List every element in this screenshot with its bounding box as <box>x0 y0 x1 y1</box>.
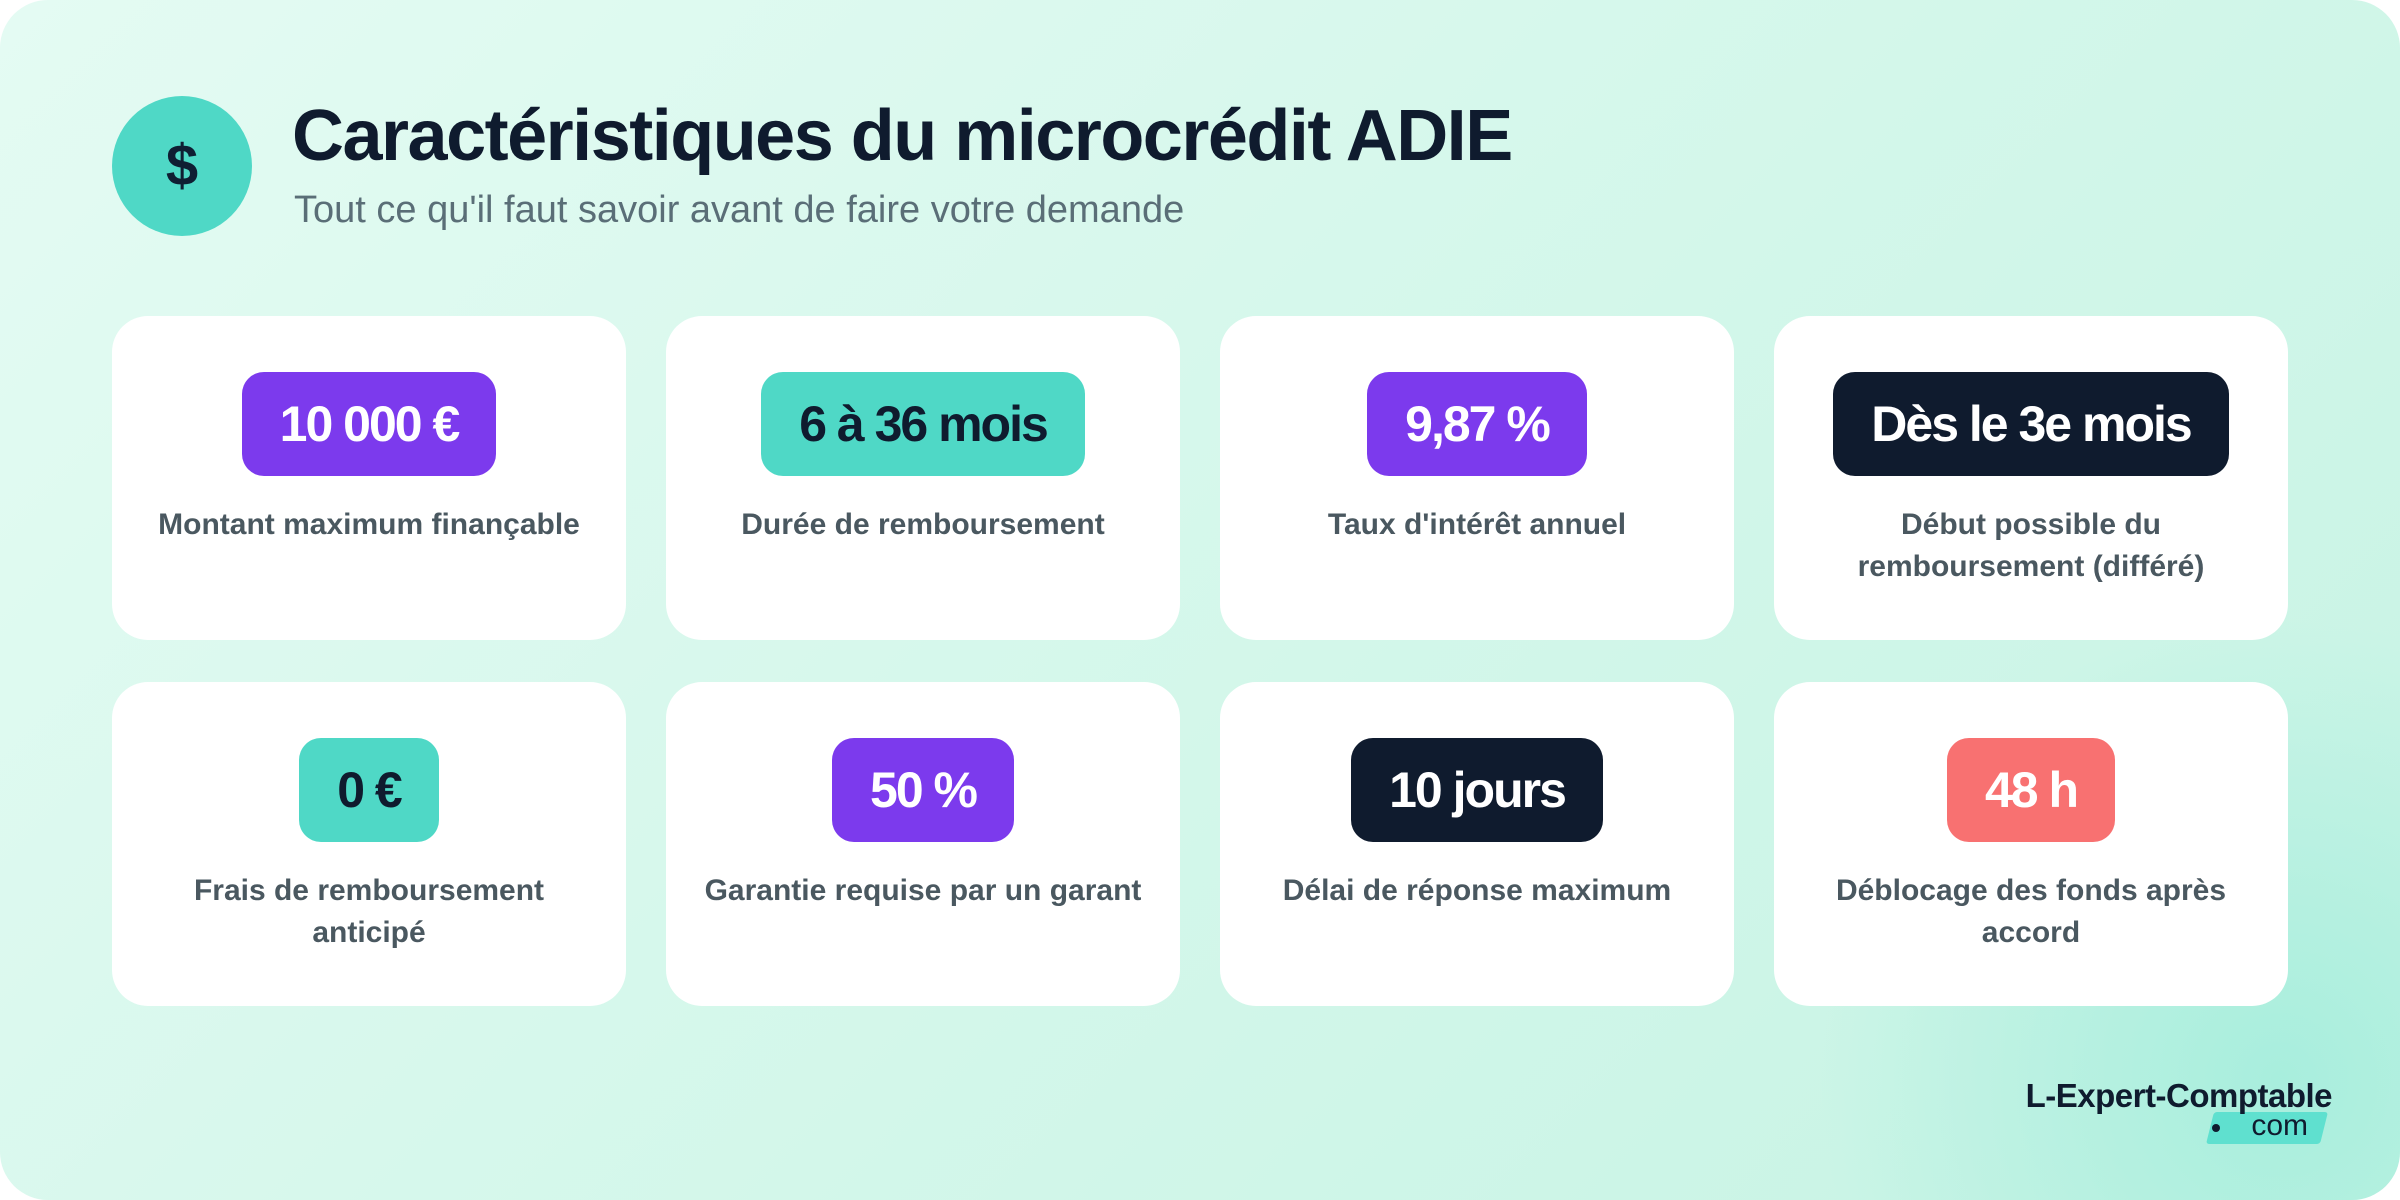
feature-card-early-repayment-fees: 0 € Frais de remboursement anticipé <box>112 682 626 1006</box>
feature-card-deferral: Dès le 3e mois Début possible du rembour… <box>1774 316 2288 640</box>
feature-description: Frais de remboursement anticipé <box>193 874 545 949</box>
brand-suffix: com <box>2251 1109 2308 1142</box>
feature-value-badge: 6 à 36 mois <box>761 372 1085 476</box>
feature-description: Déblocage des fonds après accord <box>1835 874 2227 949</box>
brand-dot-icon <box>2212 1124 2220 1132</box>
feature-card-guarantee: 50 % Garantie requise par un garant <box>666 682 1180 1006</box>
feature-description: Durée de remboursement <box>741 508 1105 541</box>
page-subtitle: Tout ce qu'il faut savoir avant de faire… <box>294 189 1185 231</box>
feature-value-badge: Dès le 3e mois <box>1833 372 2229 476</box>
feature-value-badge: 0 € <box>299 738 439 842</box>
page-title: Caractéristiques du microcrédit ADIE <box>292 96 1513 176</box>
feature-grid: 10 000 € Montant maximum finançable 6 à … <box>112 316 2288 1006</box>
feature-value-badge: 9,87 % <box>1367 372 1587 476</box>
brand-name: L-Expert-Comptable <box>2025 1077 2333 1114</box>
feature-value-badge: 50 % <box>832 738 1014 842</box>
feature-description: Montant maximum finançable <box>158 508 580 541</box>
feature-description: Début possible du remboursement (différé… <box>1857 508 2205 583</box>
dollar-icon: $ <box>112 96 252 236</box>
feature-card-max-amount: 10 000 € Montant maximum finançable <box>112 316 626 640</box>
feature-card-response-time: 10 jours Délai de réponse maximum <box>1220 682 1734 1006</box>
brand-logo: L-Expert-Comptable com <box>2012 1076 2333 1146</box>
feature-card-funds-release: 48 h Déblocage des fonds après accord <box>1774 682 2288 1006</box>
feature-description: Taux d'intérêt annuel <box>1327 508 1627 541</box>
feature-description: Garantie requise par un garant <box>704 874 1142 907</box>
feature-description: Délai de réponse maximum <box>1282 874 1672 907</box>
feature-value-badge: 10 000 € <box>241 372 497 476</box>
feature-card-interest-rate: 9,87 % Taux d'intérêt annuel <box>1220 316 1734 640</box>
dollar-glyph: $ <box>165 133 199 198</box>
feature-value-badge: 10 jours <box>1351 738 1603 842</box>
feature-card-duration: 6 à 36 mois Durée de remboursement <box>666 316 1180 640</box>
feature-value-badge: 48 h <box>1946 738 2116 842</box>
